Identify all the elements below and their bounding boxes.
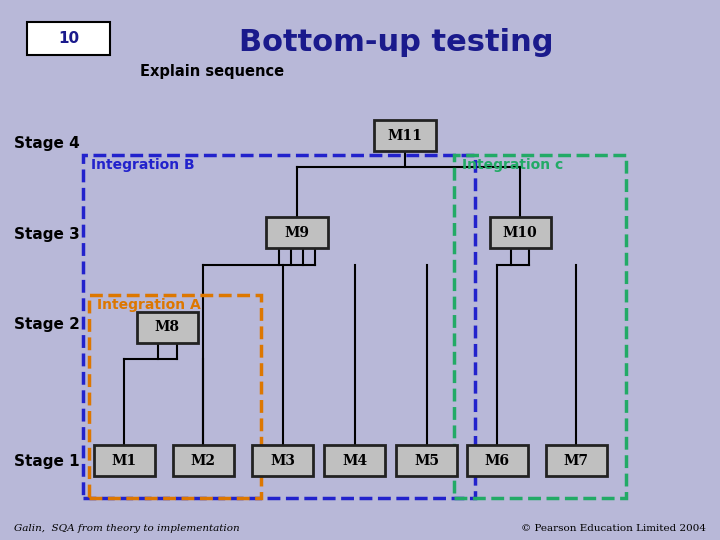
Text: M10: M10: [503, 226, 538, 240]
Bar: [374, 120, 436, 151]
Text: M4: M4: [342, 454, 367, 468]
Text: Bottom-up testing: Bottom-up testing: [239, 28, 553, 57]
Bar: [252, 445, 313, 476]
Text: M3: M3: [270, 454, 295, 468]
Bar: [27, 22, 110, 55]
Bar: [467, 445, 528, 476]
Text: M5: M5: [414, 454, 439, 468]
Bar: [94, 445, 155, 476]
Text: M7: M7: [564, 454, 589, 468]
Text: M1: M1: [112, 454, 137, 468]
Text: M11: M11: [387, 129, 423, 143]
Text: M8: M8: [155, 320, 180, 334]
Text: Stage 1: Stage 1: [14, 454, 80, 469]
Text: Integration A: Integration A: [97, 298, 201, 312]
Text: M2: M2: [191, 454, 216, 468]
Bar: [324, 445, 385, 476]
Text: 10: 10: [58, 31, 79, 46]
Bar: [137, 312, 198, 343]
Text: Integration c: Integration c: [462, 158, 564, 172]
Text: Stage 3: Stage 3: [14, 227, 80, 242]
Text: Explain sequence: Explain sequence: [140, 64, 284, 79]
Bar: [546, 445, 607, 476]
Text: Stage 4: Stage 4: [14, 136, 80, 151]
Text: M9: M9: [284, 226, 310, 240]
Text: Galin,  SQA from theory to implementation: Galin, SQA from theory to implementation: [14, 524, 240, 532]
Bar: [266, 217, 328, 248]
Bar: [173, 445, 234, 476]
Bar: [396, 445, 457, 476]
Bar: [490, 217, 551, 248]
Text: © Pearson Education Limited 2004: © Pearson Education Limited 2004: [521, 524, 706, 532]
Text: M6: M6: [485, 454, 510, 468]
Text: Integration B: Integration B: [91, 158, 195, 172]
Text: Stage 2: Stage 2: [14, 316, 80, 332]
